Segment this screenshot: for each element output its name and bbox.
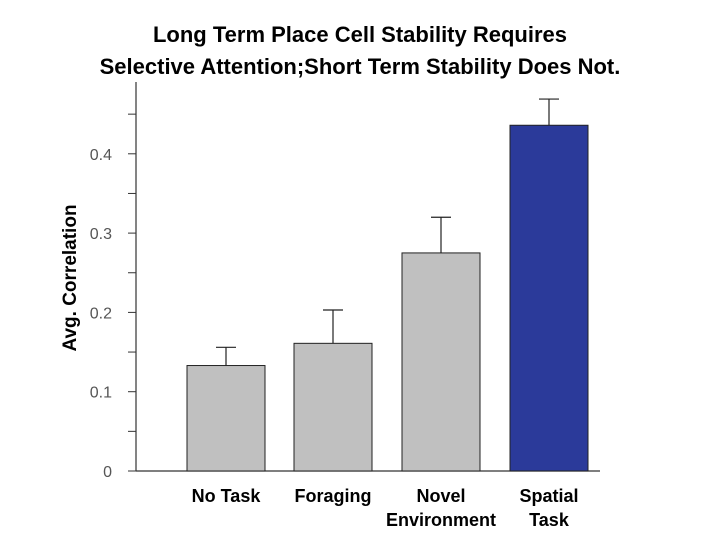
chart-title-line-2: Selective Attention;Short Term Stability… [100,54,621,79]
bars [186,124,589,472]
bar-1 [293,342,373,472]
y-tick-label: 0.2 [90,305,112,322]
category-label-1: Foraging [295,486,372,506]
bar-3 [509,124,589,472]
category-label-3: Spatial [519,486,578,506]
y-ticks: 0 0.1 0.2 0.3 0.4 [90,113,136,481]
y-axis-label: Avg. Correlation [60,204,81,351]
y-tick-label: 0.1 [90,385,112,402]
y-tick-label: 0 [103,464,112,481]
y-axis-label-text: Avg. Correlation [60,204,81,351]
error-bars [216,98,559,366]
category-label-2: Novel [416,486,465,506]
bar-2 [401,252,481,472]
category-label-3: Task [529,510,570,530]
bar-0 [186,365,266,472]
chart-title-line-1: Long Term Place Cell Stability Requires [153,22,567,47]
y-tick-label: 0.4 [90,147,112,164]
category-label-0: No Task [192,486,262,506]
chart-title: Long Term Place Cell Stability Requires S… [100,22,621,79]
category-labels: No Task Foraging Novel Environment Spatial Ta… [192,486,579,530]
y-tick-label: 0.3 [90,226,112,243]
category-label-2: Environment [386,510,496,530]
